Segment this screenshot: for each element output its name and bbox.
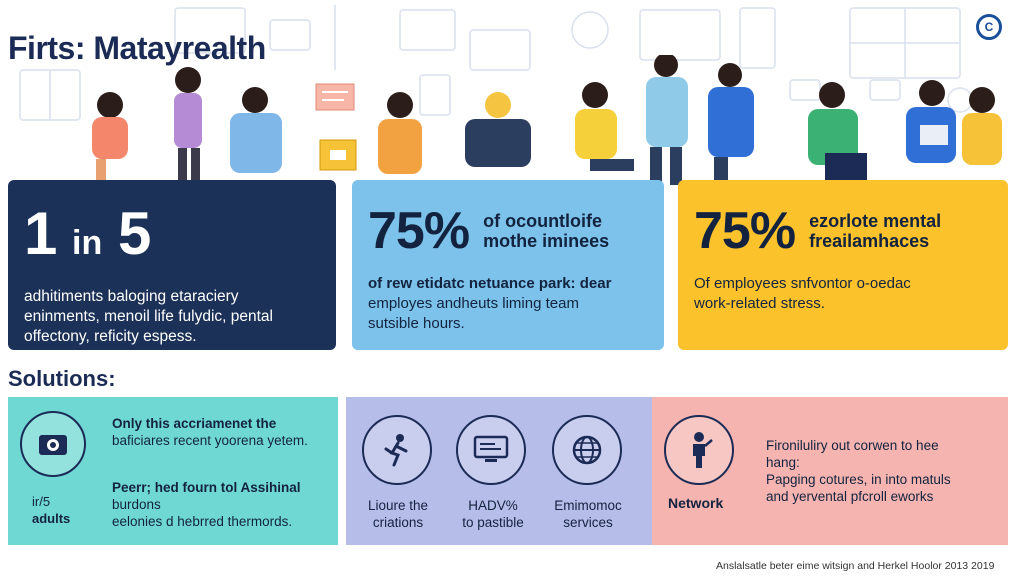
text-line: Papging cotures, in into matuls [766,472,951,487]
text-line: Peerr; hed fourn tol Assihinal [112,480,301,495]
person-8 [708,63,754,185]
person-2 [174,67,202,183]
solution-text-top: Only this accriamenet the baficiares rec… [112,415,308,449]
stat-value: 75% [694,202,796,260]
globe-glyph [572,435,602,465]
stat-description: Of employees snfvontor o-oedac work-rela… [694,274,992,314]
stat-line: offectony, reficity espess. [24,328,197,345]
camera-icon [20,411,86,477]
text-line: eelonies d hebrred thermords. [112,514,293,529]
person-7 [646,55,688,185]
stat-card-1-in-5: 1 in 5 adhitiments baloging etaraciery e… [8,180,336,350]
network-label: Network [668,495,724,511]
person-icon [664,415,734,485]
solution-card-3: Network Fironiluliry out corwen to hee h… [652,397,1008,545]
stat-value: 75% [368,202,470,260]
item-caption: Emimomoc services [550,497,626,531]
running-glyph [384,434,408,467]
stat-header: 75% ezorlote mental freailamhaces [694,202,992,260]
caption-line: ir/5 [32,494,51,509]
background-doodles [19,5,973,171]
caption-line: criations [372,515,424,530]
person-6 [575,82,634,171]
person-11 [962,87,1002,165]
monitor-icon [456,415,526,485]
text-line: hang: [766,455,800,470]
stat-line: sutsible hours. [368,315,465,332]
stat-subtitle: ezorlote mental freailamhaces [809,211,941,251]
person-5 [465,92,531,167]
text-line: and yervental pfcroll eworks [766,489,934,504]
person-4 [378,92,422,174]
solution-card-2: Lioure the criations HADV% to pastible E… [346,397,652,545]
source-footnote: Anslalsatle beter eime witsign and Herke… [716,560,995,572]
stat-line: adhitiments baloging etaraciery [24,288,239,305]
caption-line: services [563,515,613,530]
stat-line: of rew etidatc netuance park: dear [368,275,612,292]
item-caption: Lioure the criations [366,497,430,531]
stat-line: work-related stress. [694,295,825,312]
stat-sub-line: ezorlote mental [809,211,942,231]
stat-number: 1 [24,200,57,267]
stat-description: adhitiments baloging etaraciery eninment… [24,287,320,347]
caption-line: to pastible [462,515,524,530]
globe-icon [552,415,622,485]
stat-number-tail: 5 [117,200,151,267]
stat-sub-line: mothe iminees [483,231,610,251]
caption-line: HADV% [468,498,518,513]
text-line: Fironiluliry out corwen to hee [766,438,939,453]
stat-card-75-percent-b: 75% ezorlote mental freailamhaces Of emp… [678,180,1008,350]
brand-logo-icon: C [976,14,1002,40]
text-line: Only this accriamenet the [112,416,277,431]
solutions-heading: Solutions: [8,366,116,391]
stat-description: of rew etidatc netuance park: dear emplo… [368,274,648,334]
stat-header: 75% of ocountloife mothe iminees [368,202,648,260]
stat-connector: in [72,224,103,262]
item-caption: HADV% to pastible [456,497,530,531]
person-glyph [693,432,713,468]
monitor-glyph [473,435,509,462]
stat-line: eninments, menoil life fulydic, pental [24,308,273,325]
person-1 [92,92,128,181]
stat-value: 1 in 5 [24,202,320,275]
stat-sub-line: freailamhaces [809,231,930,251]
page-title: Firts: Matayrealth [8,30,266,66]
stat-line: employes andheuts liming team [368,295,579,312]
caption-line: Emimomoc [554,498,622,513]
team-illustration [92,55,1002,185]
stat-line: Of employees snfvontor o-oedac [694,275,911,292]
stat-subtitle: of ocountloife mothe iminees [483,211,609,251]
icon-caption: ir/5 adults [32,493,70,527]
caption-line: Lioure the [367,498,429,513]
running-person-icon [362,415,432,485]
text-line: baficiares recent yoorena yetem. [112,433,308,448]
solution-text-bottom: Peerr; hed fourn tol Assihinal burdons e… [112,479,301,530]
camera-glyph [39,435,67,455]
stat-sub-line: of ocountloife [483,211,603,231]
solution-card-1: ir/5 adults Only this accriamenet the ba… [8,397,338,545]
person-9 [808,82,867,181]
stat-card-75-percent-a: 75% of ocountloife mothe iminees of rew … [352,180,664,350]
person-10 [906,80,956,163]
text-line: burdons [112,497,161,512]
solution-text: Fironiluliry out corwen to hee hang: Pap… [766,437,951,505]
person-3 [230,87,282,173]
caption-line: adults [32,511,71,526]
